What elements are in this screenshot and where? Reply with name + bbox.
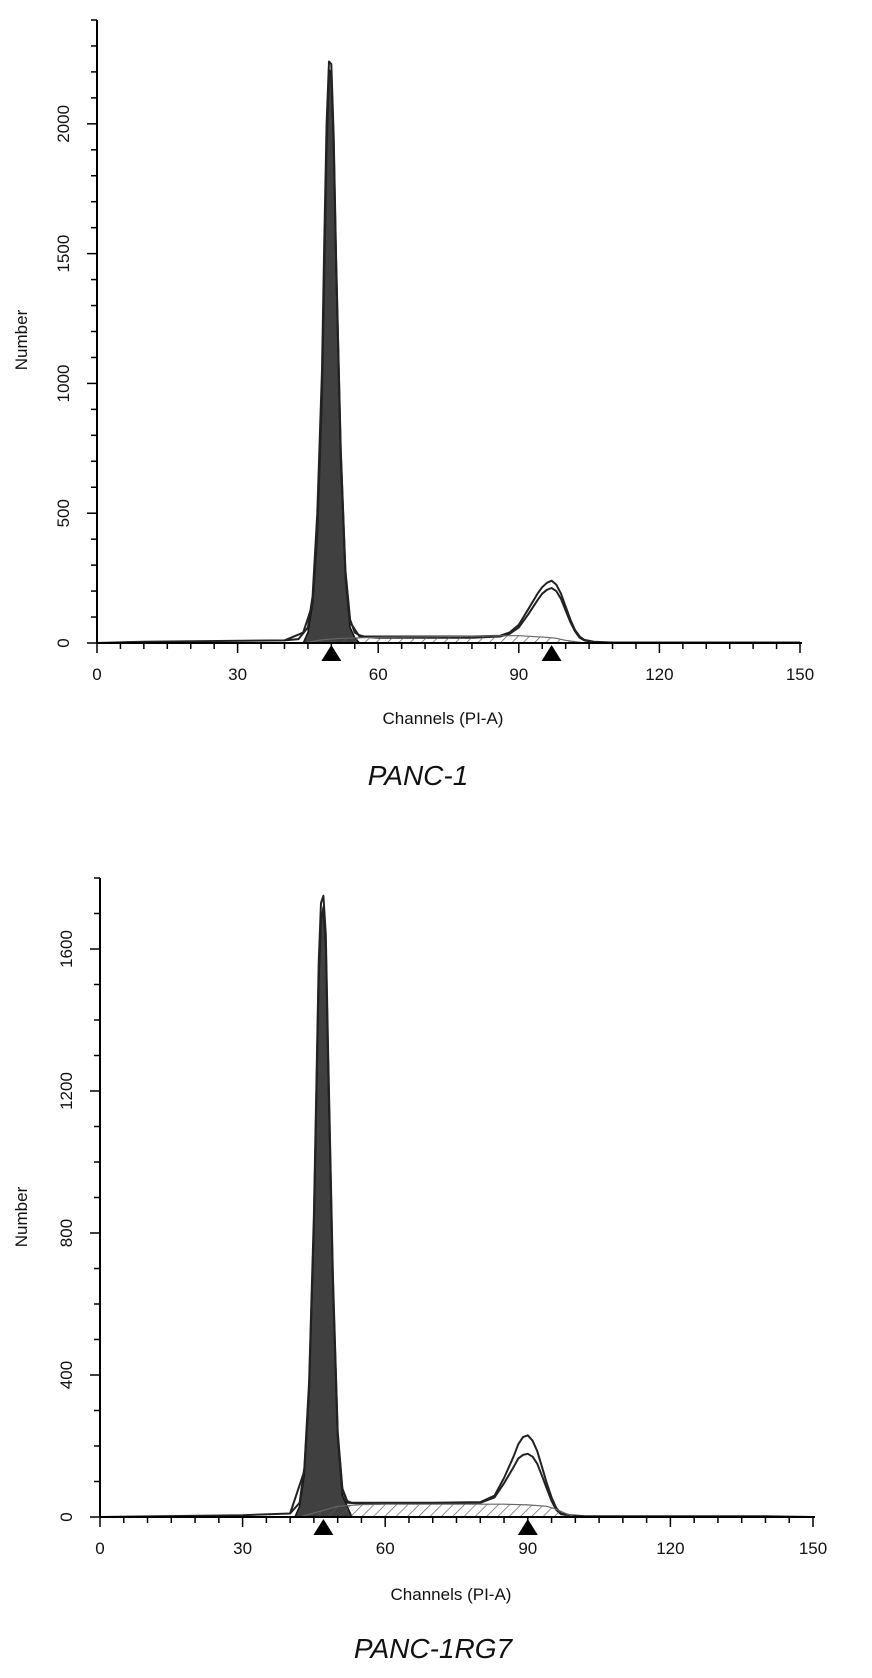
x-tick-label: 120 bbox=[656, 1539, 684, 1558]
fit-curve-line bbox=[289, 909, 585, 1518]
y-tick-label: 2000 bbox=[54, 105, 73, 143]
s-phase-area bbox=[303, 635, 585, 644]
chart-1-ylabel: Number bbox=[12, 309, 31, 370]
x-tick-label: 60 bbox=[369, 665, 388, 684]
s-phase-area bbox=[299, 1503, 576, 1518]
chart-2-axes: 0 30 60 90 120 150 0 400 800 1200 1600 bbox=[57, 877, 827, 1558]
chart-2-xlabel: Channels (PI-A) bbox=[391, 1585, 512, 1604]
x-tick-label: 150 bbox=[799, 1539, 827, 1558]
y-tick-label: 800 bbox=[57, 1219, 76, 1247]
chart-1-caption: PANC-1 bbox=[368, 760, 469, 791]
y-tick-label: 0 bbox=[54, 638, 73, 647]
x-tick-label: 30 bbox=[228, 665, 247, 684]
x-tick-label: 0 bbox=[92, 665, 101, 684]
x-tick-label: 90 bbox=[509, 665, 528, 684]
fit-curve-line bbox=[99, 894, 814, 1518]
g1-peak-area bbox=[302, 68, 362, 644]
x-tick-label: 90 bbox=[518, 1539, 537, 1558]
x-tick-label: 0 bbox=[95, 1539, 104, 1558]
x-tick-label: 30 bbox=[233, 1539, 252, 1558]
y-tick-label: 500 bbox=[54, 499, 73, 527]
g1-peak-area bbox=[293, 906, 354, 1518]
chart-1-markers bbox=[321, 645, 562, 661]
x-tick-label: 150 bbox=[786, 665, 814, 684]
fit-curve-line bbox=[96, 60, 800, 644]
chart-2-ylabel: Number bbox=[12, 1186, 31, 1247]
chart-2-series-group bbox=[99, 894, 814, 1518]
peak-marker-triangle bbox=[313, 1519, 334, 1535]
y-tick-label: 400 bbox=[57, 1361, 76, 1389]
x-tick-label: 120 bbox=[645, 665, 673, 684]
peak-marker-triangle bbox=[517, 1519, 538, 1535]
y-tick-label: 1600 bbox=[57, 930, 76, 968]
chart-1-xlabel: Channels (PI-A) bbox=[383, 709, 504, 728]
peak-marker-triangle bbox=[541, 645, 562, 661]
y-tick-label: 1500 bbox=[54, 235, 73, 273]
y-tick-label: 1000 bbox=[54, 365, 73, 403]
peak-marker-triangle bbox=[321, 645, 342, 661]
y-tick-label: 1200 bbox=[57, 1072, 76, 1110]
x-tick-label: 60 bbox=[376, 1539, 395, 1558]
chart-1-series-group bbox=[96, 60, 800, 644]
chart-2-caption: PANC-1RG7 bbox=[354, 1633, 514, 1664]
chart-2-markers bbox=[313, 1519, 538, 1535]
chart-panc-1rg7: 0 30 60 90 120 150 0 400 800 1200 1600 Number Chan… bbox=[12, 877, 827, 1664]
y-tick-label: 0 bbox=[57, 1512, 76, 1521]
